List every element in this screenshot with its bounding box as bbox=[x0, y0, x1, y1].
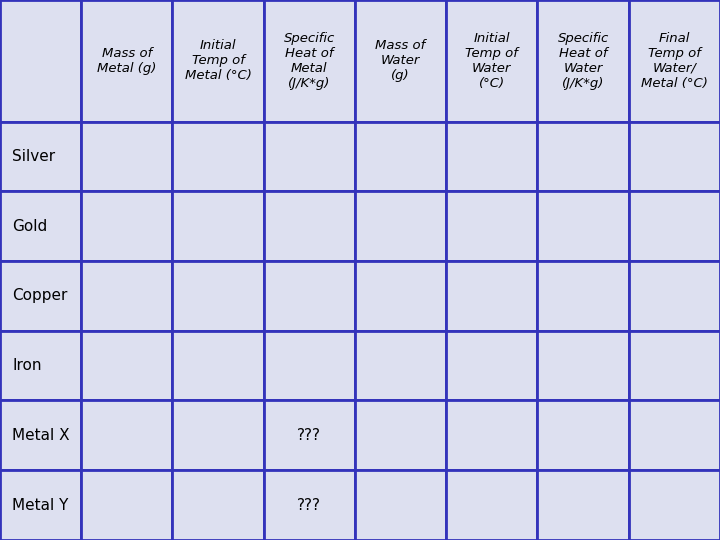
Bar bbox=[446, 191, 538, 261]
Text: Iron: Iron bbox=[12, 358, 42, 373]
Text: Metal X: Metal X bbox=[12, 428, 70, 443]
Bar bbox=[173, 261, 264, 330]
Bar bbox=[538, 470, 629, 540]
Bar bbox=[538, 122, 629, 191]
Bar bbox=[355, 401, 446, 470]
Bar bbox=[629, 122, 720, 191]
Bar bbox=[173, 470, 264, 540]
Bar bbox=[446, 0, 538, 122]
Bar bbox=[173, 191, 264, 261]
Text: Specific
Heat of
Water
(J/K*g): Specific Heat of Water (J/K*g) bbox=[557, 32, 608, 90]
Bar bbox=[0, 191, 81, 261]
Bar bbox=[446, 470, 538, 540]
Bar bbox=[355, 470, 446, 540]
Text: ???: ??? bbox=[297, 498, 321, 512]
Text: Metal Y: Metal Y bbox=[12, 498, 68, 512]
Bar bbox=[0, 122, 81, 191]
Bar bbox=[264, 330, 355, 401]
Bar bbox=[0, 330, 81, 401]
Bar bbox=[355, 122, 446, 191]
Text: Final
Temp of
Water/
Metal (°C): Final Temp of Water/ Metal (°C) bbox=[641, 32, 708, 90]
Bar bbox=[0, 0, 81, 122]
Bar bbox=[173, 122, 264, 191]
Bar bbox=[355, 330, 446, 401]
Text: Gold: Gold bbox=[12, 219, 48, 234]
Bar bbox=[81, 261, 173, 330]
Bar bbox=[173, 330, 264, 401]
Bar bbox=[355, 261, 446, 330]
Bar bbox=[81, 0, 173, 122]
Bar bbox=[629, 191, 720, 261]
Text: ???: ??? bbox=[297, 428, 321, 443]
Bar bbox=[446, 122, 538, 191]
Text: Initial
Temp of
Metal (°C): Initial Temp of Metal (°C) bbox=[184, 39, 251, 82]
Text: Mass of
Water
(g): Mass of Water (g) bbox=[375, 39, 426, 82]
Bar bbox=[81, 191, 173, 261]
Bar bbox=[0, 401, 81, 470]
Bar bbox=[264, 401, 355, 470]
Text: Mass of
Metal (g): Mass of Metal (g) bbox=[97, 47, 156, 75]
Bar bbox=[355, 191, 446, 261]
Bar bbox=[446, 401, 538, 470]
Bar bbox=[81, 470, 173, 540]
Bar bbox=[81, 401, 173, 470]
Bar bbox=[355, 0, 446, 122]
Text: Silver: Silver bbox=[12, 149, 55, 164]
Bar bbox=[538, 191, 629, 261]
Text: Copper: Copper bbox=[12, 288, 68, 303]
Bar bbox=[629, 261, 720, 330]
Bar bbox=[264, 122, 355, 191]
Bar bbox=[173, 0, 264, 122]
Text: Specific
Heat of
Metal
(J/K*g): Specific Heat of Metal (J/K*g) bbox=[284, 32, 335, 90]
Bar bbox=[264, 191, 355, 261]
Bar bbox=[538, 0, 629, 122]
Bar bbox=[629, 330, 720, 401]
Bar bbox=[0, 261, 81, 330]
Bar bbox=[629, 0, 720, 122]
Bar bbox=[173, 401, 264, 470]
Text: Initial
Temp of
Water
(°C): Initial Temp of Water (°C) bbox=[465, 32, 518, 90]
Bar bbox=[629, 470, 720, 540]
Bar bbox=[446, 261, 538, 330]
Bar bbox=[538, 401, 629, 470]
Bar bbox=[0, 470, 81, 540]
Bar bbox=[538, 261, 629, 330]
Bar bbox=[446, 330, 538, 401]
Bar bbox=[81, 330, 173, 401]
Bar bbox=[264, 261, 355, 330]
Bar bbox=[538, 330, 629, 401]
Bar bbox=[264, 470, 355, 540]
Bar bbox=[629, 401, 720, 470]
Bar bbox=[81, 122, 173, 191]
Bar bbox=[264, 0, 355, 122]
